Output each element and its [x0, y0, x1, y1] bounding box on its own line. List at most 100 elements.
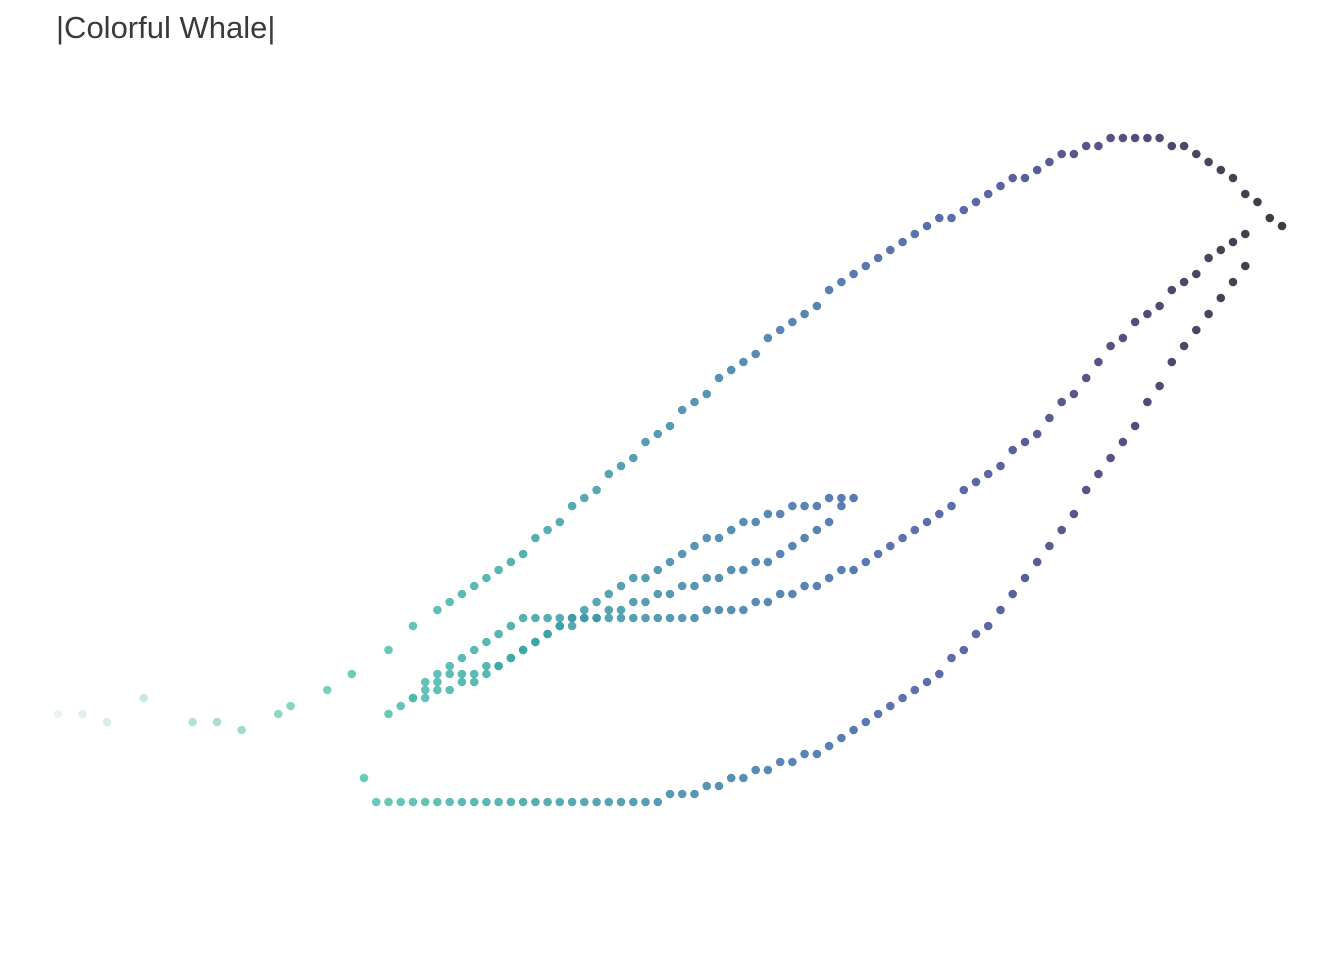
data-point	[1192, 269, 1201, 279]
data-point	[1045, 413, 1054, 423]
data-point	[1045, 157, 1054, 167]
data-point	[983, 189, 993, 199]
data-point	[739, 565, 748, 575]
data-point	[506, 621, 516, 631]
data-point	[1094, 357, 1103, 367]
data-point	[1020, 173, 1030, 183]
data-point	[714, 605, 724, 615]
data-point	[996, 605, 1005, 615]
data-point	[1106, 133, 1115, 143]
data-point	[812, 749, 822, 759]
data-point	[690, 541, 699, 551]
data-point	[1118, 333, 1128, 343]
data-point	[592, 485, 601, 495]
data-point	[714, 781, 724, 791]
data-point	[910, 525, 920, 535]
data-point	[531, 613, 540, 623]
data-point	[641, 437, 650, 447]
data-point	[616, 613, 626, 623]
data-point	[604, 469, 614, 479]
data-point	[751, 765, 760, 775]
data-point	[555, 797, 565, 807]
data-point	[751, 597, 760, 607]
data-point	[1204, 253, 1213, 263]
data-point	[384, 645, 393, 655]
data-point	[420, 797, 430, 807]
data-point	[543, 797, 552, 807]
data-point	[714, 573, 724, 583]
data-point	[849, 493, 858, 503]
data-point	[910, 229, 920, 239]
data-point	[665, 421, 675, 431]
data-point	[1057, 149, 1066, 159]
data-point	[1020, 437, 1030, 447]
data-point	[1069, 509, 1079, 519]
data-point	[775, 509, 785, 519]
data-point	[286, 701, 295, 711]
data-point	[751, 349, 760, 359]
data-point	[886, 541, 895, 551]
data-point	[592, 797, 601, 807]
data-point	[824, 285, 834, 295]
data-point	[1032, 165, 1042, 175]
data-point	[1155, 133, 1164, 143]
data-point	[1204, 157, 1213, 167]
data-point	[824, 493, 834, 503]
data-point	[482, 573, 491, 583]
data-point	[665, 789, 675, 799]
data-point	[861, 717, 871, 727]
data-point	[935, 669, 944, 679]
data-point	[1008, 589, 1017, 599]
data-point	[775, 757, 785, 767]
data-point	[1143, 397, 1152, 407]
data-point	[653, 613, 663, 623]
data-point	[910, 685, 920, 695]
data-point	[433, 797, 442, 807]
data-point	[800, 581, 809, 591]
data-point	[824, 517, 834, 527]
data-point	[812, 301, 822, 311]
data-point	[457, 653, 467, 663]
data-point	[1118, 437, 1128, 447]
data-point	[1081, 485, 1091, 495]
data-point	[506, 653, 516, 663]
data-point	[408, 797, 418, 807]
data-point	[543, 613, 552, 623]
data-point	[53, 709, 63, 719]
data-point	[677, 581, 687, 591]
data-point	[384, 797, 393, 807]
data-point	[371, 797, 381, 807]
data-point	[482, 797, 491, 807]
data-point	[983, 469, 993, 479]
data-point	[580, 493, 589, 503]
data-point	[788, 589, 797, 599]
data-point	[531, 637, 540, 647]
data-point	[690, 789, 699, 799]
data-point	[1179, 341, 1189, 351]
data-point	[898, 237, 907, 247]
data-point	[457, 589, 467, 599]
data-point	[1069, 149, 1079, 159]
data-point	[886, 701, 895, 711]
data-point	[641, 797, 650, 807]
data-point	[396, 701, 406, 711]
data-point	[922, 517, 932, 527]
data-point	[1020, 573, 1030, 583]
data-point	[323, 685, 332, 695]
data-point	[726, 525, 736, 535]
data-point	[347, 669, 357, 679]
data-point	[629, 597, 638, 607]
data-point	[971, 197, 981, 207]
data-point	[1216, 293, 1226, 303]
data-point	[567, 501, 577, 511]
data-point	[494, 565, 503, 575]
data-point	[567, 797, 577, 807]
data-point	[420, 685, 430, 695]
data-point	[702, 573, 711, 583]
data-point	[457, 669, 467, 679]
data-point	[947, 213, 956, 223]
data-point	[518, 645, 528, 655]
data-point	[641, 613, 650, 623]
data-point	[1216, 245, 1226, 255]
data-point	[824, 573, 834, 583]
